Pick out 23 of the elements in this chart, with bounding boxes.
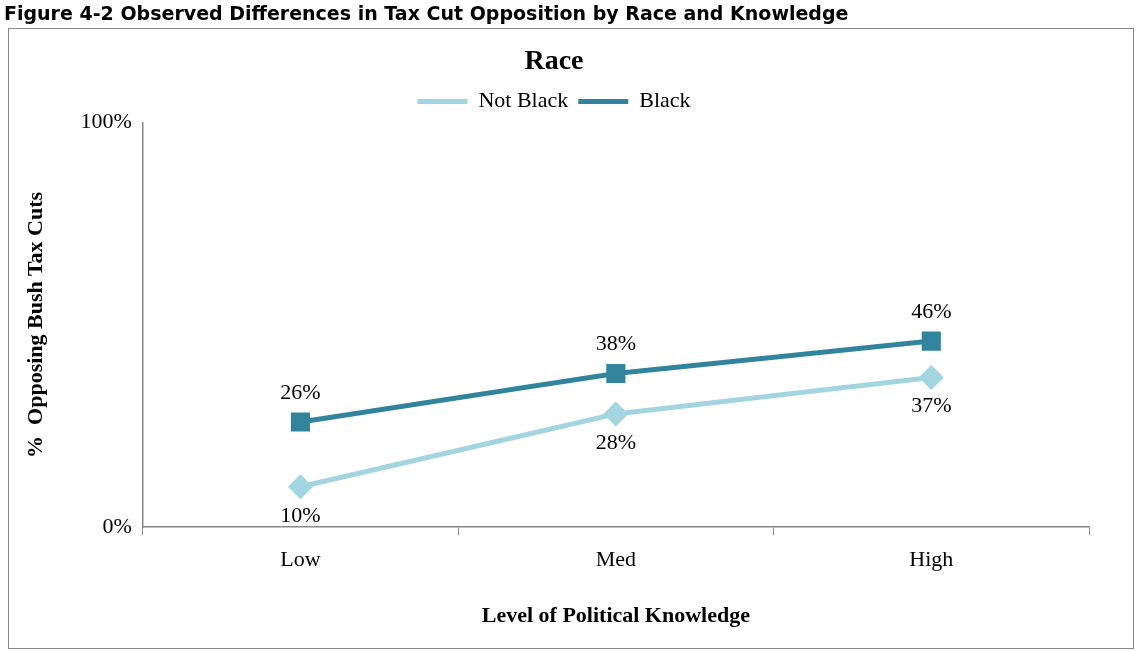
point [288, 475, 312, 499]
data-label: 37% [911, 392, 952, 418]
chart-title: Race [524, 44, 584, 76]
data-label: 38% [595, 330, 637, 356]
data-label: 46% [911, 297, 952, 323]
point [921, 331, 941, 351]
y-tick-label: 100% [80, 108, 132, 134]
data-label: 26% [280, 378, 321, 404]
y-tick-label: 0% [102, 512, 132, 538]
data-label: 28% [595, 428, 637, 454]
x-tick-label: Low [280, 546, 321, 572]
data-label: 10% [280, 501, 321, 527]
point [290, 412, 311, 432]
legend-label: Not Black [478, 87, 569, 113]
legend-label: Black [639, 87, 691, 113]
y-axis-title: % Opposing Bush Tax Cuts [21, 191, 47, 458]
x-tick-label: High [909, 546, 954, 572]
point [919, 366, 943, 389]
point [604, 402, 628, 426]
x-axis-title: Level of Political Knowledge [481, 602, 751, 628]
x-tick-label: Med [595, 546, 637, 572]
caption: Figure 4-2 Observed Differences in Tax Cut Opposition by Race and Knowledge [3, 1, 850, 26]
point [606, 363, 626, 384]
